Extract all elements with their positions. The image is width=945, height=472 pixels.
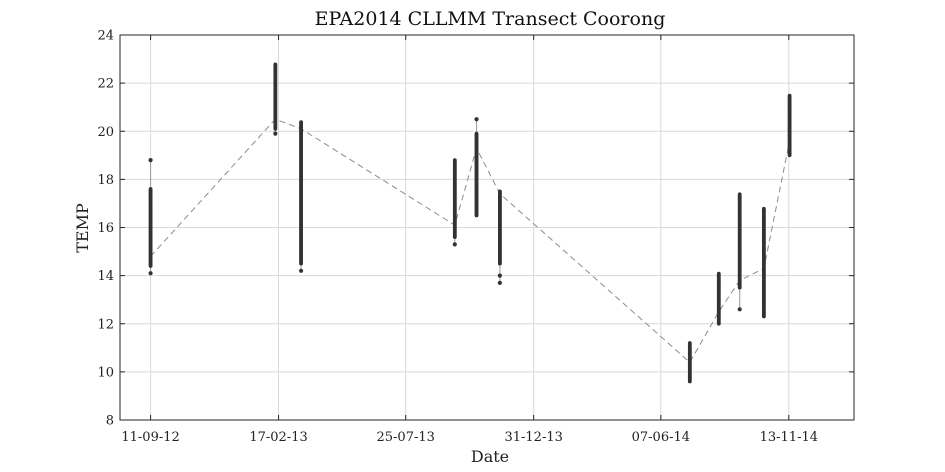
- data-point-outlier: [148, 158, 153, 163]
- y-tick-label: 16: [97, 221, 114, 236]
- data-point-outlier: [497, 273, 502, 278]
- data-point-outlier: [273, 131, 278, 136]
- data-point: [787, 93, 792, 98]
- data-point: [497, 189, 502, 194]
- data-point-outlier: [474, 117, 479, 122]
- y-tick-label: 8: [106, 414, 114, 429]
- data-point: [737, 192, 742, 197]
- data-point: [761, 206, 766, 211]
- data-point: [148, 187, 153, 191]
- y-tick-label: 10: [97, 365, 114, 380]
- data-point: [273, 62, 278, 67]
- y-tick-label: 18: [97, 173, 114, 188]
- data-points: [148, 62, 792, 384]
- x-tick-labels: 11-09-12 17-02-13 25-07-13 31-12-13 07-06-14…: [121, 430, 818, 445]
- x-tick-label: 31-12-13: [504, 430, 562, 445]
- data-point-outlier: [737, 307, 742, 312]
- mean-trend-line: [150, 118, 791, 364]
- axis-ticks: [120, 34, 854, 421]
- x-tick-label: 07-06-14: [632, 430, 690, 445]
- y-tick-label: 22: [97, 77, 114, 92]
- data-point: [687, 341, 692, 345]
- y-tick-label: 12: [97, 317, 114, 332]
- data-point-outlier: [452, 242, 457, 247]
- data-point-outlier: [148, 271, 153, 276]
- data-point: [716, 271, 721, 276]
- x-tick-label: 25-07-13: [377, 430, 435, 445]
- data-point: [474, 131, 479, 136]
- y-tick-label: 14: [97, 269, 114, 284]
- x-axis-label: Date: [471, 447, 509, 466]
- x-tick-label: 13-11-14: [760, 430, 818, 445]
- mean-series-line: [150, 118, 791, 364]
- x-tick-label: 17-02-13: [249, 430, 307, 445]
- y-tick-label: 20: [97, 125, 114, 140]
- data-point: [452, 158, 457, 163]
- data-point-outlier: [298, 268, 304, 273]
- y-axis-label: TEMP: [73, 203, 92, 253]
- y-tick-label: 24: [97, 29, 114, 44]
- x-tick-label: 11-09-12: [121, 430, 179, 445]
- grid-lines: [120, 34, 854, 421]
- data-point-outlier: [497, 280, 502, 285]
- y-tick-labels: 8 10 12 14 16 18 20 22 24: [97, 29, 114, 429]
- survey-range-lines: [150, 63, 791, 382]
- chart-title: EPA2014 CLLMM Transect Coorong: [315, 8, 666, 30]
- data-point: [299, 120, 303, 125]
